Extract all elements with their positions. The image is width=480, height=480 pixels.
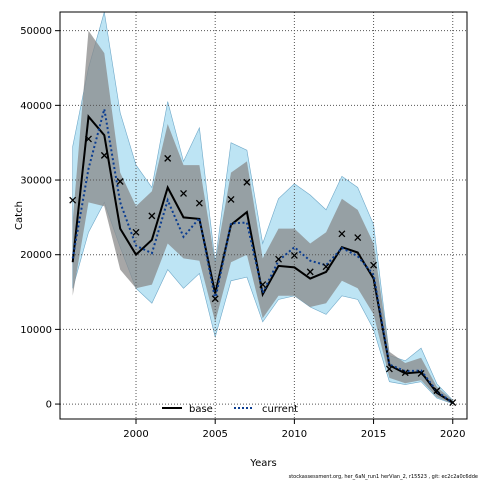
observed-point-2002 <box>164 154 172 162</box>
observed-point-2004 <box>195 199 203 207</box>
observed-point-1998 <box>100 151 108 159</box>
footer-note: stockassessment.org, her_6aN_run1 herVia… <box>289 474 478 480</box>
y-tick-label-2: 20000 <box>20 250 52 261</box>
observed-point-2001 <box>148 212 156 220</box>
y-tick-label-1: 10000 <box>20 325 52 336</box>
observed-point-1996 <box>69 196 77 204</box>
observed-point-2020 <box>449 399 457 407</box>
observed-point-2009 <box>275 255 283 263</box>
legend-label-base: base <box>189 404 213 415</box>
y-axis-title: Catch <box>14 201 25 230</box>
y-tick-label-4: 40000 <box>20 101 52 112</box>
observed-point-2005 <box>211 295 219 303</box>
observed-point-2008 <box>259 281 267 289</box>
legend-label-current: current <box>262 404 298 415</box>
x-tick-label-3: 2015 <box>361 429 386 440</box>
x-tick-label-0: 2000 <box>123 429 148 440</box>
series-lines <box>71 108 454 404</box>
observed-point-2017 <box>401 369 409 377</box>
x-axis-title: Years <box>249 458 276 469</box>
observed-points <box>69 135 457 407</box>
y-tick-label-0: 0 <box>46 400 52 411</box>
observed-point-1999 <box>116 178 124 185</box>
plot-frame <box>59 11 468 420</box>
y-tick-label-5: 50000 <box>20 26 52 37</box>
grid-lines <box>60 12 467 419</box>
observed-point-2015 <box>370 261 378 269</box>
observed-point-2013 <box>338 230 346 238</box>
line-current <box>71 108 454 404</box>
observed-point-2003 <box>180 190 187 197</box>
observed-point-2012 <box>322 263 330 271</box>
observed-point-2016 <box>385 365 393 373</box>
observed-point-2006 <box>227 195 235 203</box>
x-tick-label-2: 2010 <box>282 429 307 440</box>
confidence-bands <box>72 11 453 405</box>
observed-point-2010 <box>290 251 298 259</box>
y-axis: 0 10000 20000 30000 40000 50000 <box>20 26 60 411</box>
observed-point-1997 <box>85 135 92 143</box>
x-tick-label-4: 2020 <box>440 429 465 440</box>
observed-point-2000 <box>132 228 140 236</box>
observed-point-2014 <box>354 234 362 241</box>
x-tick-label-1: 2005 <box>202 429 227 440</box>
legend: base current <box>162 404 298 415</box>
observed-point-2018 <box>417 369 425 377</box>
observed-point-2019 <box>433 387 441 395</box>
observed-point-2007 <box>243 178 251 186</box>
observed-point-2011 <box>306 268 314 276</box>
band-base <box>72 30 453 404</box>
line-base <box>71 114 454 404</box>
y-tick-label-3: 30000 <box>20 176 52 187</box>
x-axis: 2000 2005 2010 2015 2020 <box>123 419 465 440</box>
